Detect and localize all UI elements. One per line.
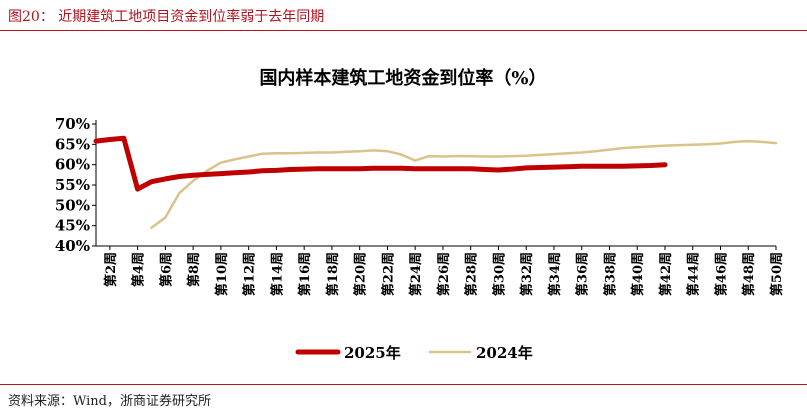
y-tick-label: 55%: [55, 176, 90, 194]
bottom-divider: [0, 384, 807, 385]
series-line-2025: [93, 135, 668, 192]
x-tick-label: 第26周: [436, 252, 452, 296]
series-line-2024: [150, 139, 778, 229]
legend-label-2025: 2025年: [344, 344, 401, 362]
x-tick-label: 第42周: [658, 252, 674, 296]
x-tick-label: 第44周: [686, 252, 702, 296]
y-tick-label: 65%: [55, 135, 90, 153]
x-tick-label: 第28周: [464, 252, 480, 296]
y-tick-labels: 70% 65% 60% 55% 50% 45% 40%: [55, 115, 96, 255]
chart-title: 国内样本建筑工地资金到位率（%）: [259, 67, 546, 89]
y-tick-label: 40%: [55, 237, 90, 255]
x-tick-label: 第30周: [491, 252, 507, 296]
x-tick-label: 第18周: [325, 252, 341, 296]
x-tick-label: 第48周: [741, 252, 757, 296]
x-tick-label: 第50周: [769, 252, 785, 296]
x-tick-label: 第6周: [158, 252, 174, 287]
x-tick-label: 第38周: [602, 252, 618, 296]
y-tick-label: 50%: [55, 196, 90, 214]
x-tick-label: 第46周: [713, 252, 729, 296]
x-tick-labels: 第2周 第4周 第6周 第8周 第10周 第12周 第14周 第16周 第18周 第20周 第22周…: [103, 246, 785, 296]
x-tick-label: 第40周: [630, 252, 646, 296]
axes: [95, 120, 776, 247]
y-tick-label: 70%: [55, 115, 90, 133]
legend: 2025年 2024年: [295, 344, 533, 362]
source-note: 资料来源：Wind，浙商证券研究所: [8, 394, 211, 409]
x-tick-label: 第14周: [269, 252, 285, 296]
x-tick-label: 第22周: [380, 252, 396, 296]
x-tick-label: 第32周: [519, 252, 535, 296]
x-tick-label: 第16周: [297, 252, 313, 296]
figure-caption: 图20： 近期建筑工地项目资金到位率弱于去年同期: [8, 9, 325, 25]
x-tick-label: 第24周: [408, 252, 424, 296]
x-tick-label: 第10周: [214, 252, 230, 296]
top-divider: [0, 30, 807, 31]
y-tick-label: 60%: [55, 156, 90, 174]
x-tick-label: 第8周: [186, 252, 202, 287]
x-tick-label: 第12周: [242, 252, 258, 296]
series-lines: [93, 135, 778, 229]
x-tick-label: 第36周: [575, 252, 591, 296]
x-tick-label: 第34周: [547, 252, 563, 296]
legend-label-2024: 2024年: [476, 344, 533, 362]
x-tick-label: 第20周: [353, 252, 369, 296]
y-tick-label: 45%: [55, 217, 90, 235]
x-tick-label: 第2周: [103, 252, 119, 287]
x-tick-label: 第4周: [131, 252, 147, 287]
